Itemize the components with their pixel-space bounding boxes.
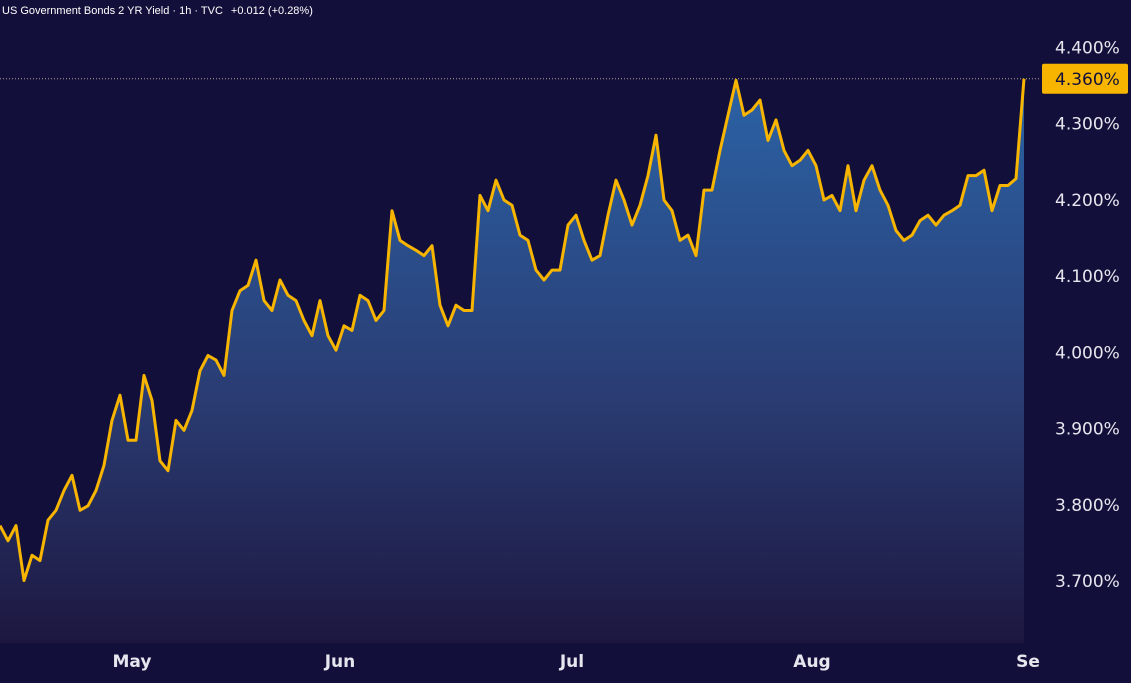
y-tick-label: 3.900% bbox=[1055, 420, 1120, 440]
y-tick-label: 4.100% bbox=[1055, 267, 1120, 287]
area-fill bbox=[0, 78, 1024, 643]
y-tick-label: 3.800% bbox=[1055, 496, 1120, 516]
price-change: +0.012 (+0.28%) bbox=[231, 5, 313, 17]
y-tick-label: 4.200% bbox=[1055, 191, 1120, 211]
y-tick-label: 4.000% bbox=[1055, 343, 1120, 363]
last-price-box bbox=[1042, 63, 1128, 94]
y-tick-label: 4.400% bbox=[1055, 38, 1120, 58]
last-price-label: 4.360% bbox=[1055, 70, 1120, 90]
x-tick-label: Se bbox=[1016, 652, 1040, 672]
price-line bbox=[0, 78, 1026, 582]
chart-title: US Government Bonds 2 YR Yield · 1h · TV… bbox=[2, 5, 223, 17]
y-tick-label: 4.300% bbox=[1055, 115, 1120, 135]
x-tick-label: May bbox=[113, 652, 152, 672]
y-tick-label: 3.700% bbox=[1055, 572, 1120, 592]
x-tick-label: Aug bbox=[793, 652, 830, 672]
x-tick-label: Jun bbox=[324, 652, 356, 672]
x-tick-label: Jul bbox=[559, 652, 584, 672]
